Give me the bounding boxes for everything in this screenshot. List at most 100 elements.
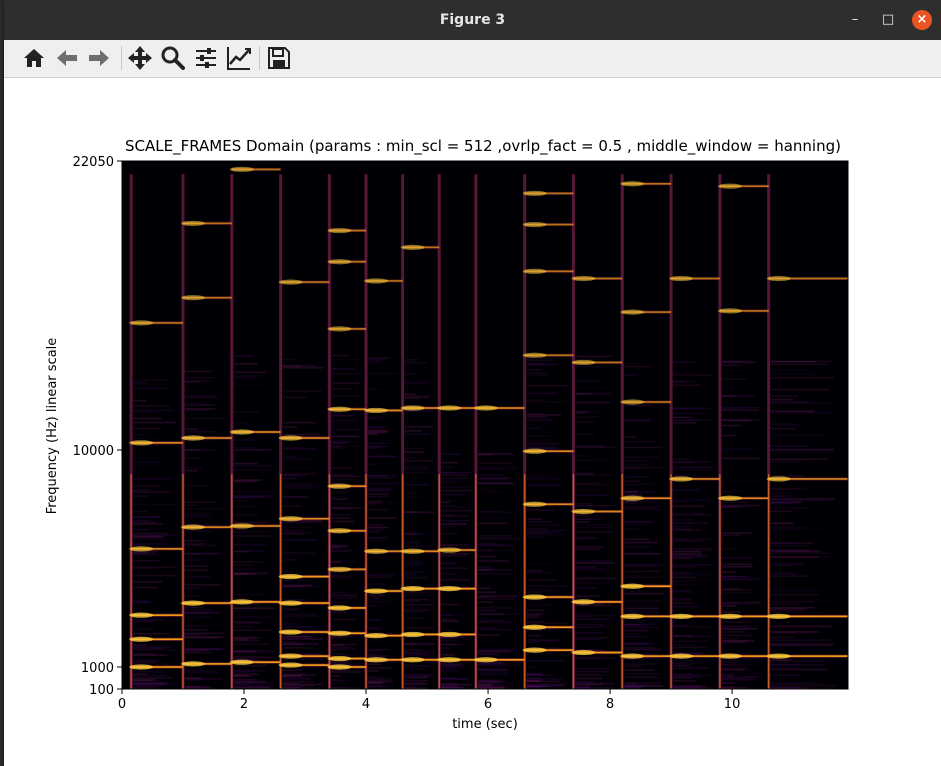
spectrogram-noise-mark [133, 646, 171, 648]
spectrogram-noise-mark [368, 537, 389, 539]
spectrogram-noise-mark [673, 573, 714, 576]
spectrogram-noise-mark [133, 379, 167, 381]
spectrogram-noise-mark [721, 591, 755, 594]
pan-button[interactable] [126, 44, 154, 72]
spectrogram-noise-mark [624, 687, 642, 690]
spectrogram-noise-mark [282, 477, 296, 480]
spectrogram-noise-mark [233, 497, 254, 500]
spectrogram-noise-mark [233, 561, 263, 563]
spectrogram-noise-mark [624, 642, 651, 645]
spectrogram-noise-mark [770, 542, 794, 544]
spectrogram-noise-mark [575, 412, 590, 415]
spectrogram-noise-mark [368, 667, 392, 669]
save-button[interactable] [265, 44, 293, 72]
forward-button[interactable] [85, 44, 113, 72]
spectrogram-noise-mark [133, 566, 176, 568]
spectrogram-noise-mark [282, 485, 321, 488]
spectrogram-noise-mark [368, 594, 384, 597]
spectrogram-noise-mark [404, 560, 421, 562]
spectrogram-noise-mark [441, 523, 468, 525]
spectrogram-noise-mark [133, 534, 175, 537]
harmonic-line-peak [280, 575, 330, 578]
spectrogram-noise-mark [233, 371, 267, 374]
maximize-button[interactable]: □ [881, 12, 895, 27]
spectrogram-noise-mark [673, 572, 691, 574]
spectrogram-noise-mark [404, 410, 417, 412]
spectrogram-noise-mark [133, 381, 148, 384]
spectrogram-noise-mark [721, 682, 735, 684]
spectrogram-noise-mark [721, 434, 737, 437]
harmonic-line-peak [524, 223, 574, 226]
spectrogram-noise-mark [624, 658, 646, 660]
harmonic-onset-glow [437, 405, 462, 411]
spectrogram-noise-mark [526, 448, 557, 450]
spectrogram-noise-mark [368, 528, 384, 531]
spectrogram-noise-mark [441, 510, 472, 512]
window-titlebar[interactable]: Figure 3 – □ × [4, 0, 941, 40]
back-button[interactable] [53, 44, 81, 72]
spectrogram-noise-mark [441, 481, 459, 483]
spectrogram-noise-mark [624, 490, 638, 493]
spectrogram-noise-mark [477, 668, 507, 670]
spectrogram-noise-mark [441, 678, 467, 681]
spectrogram-noise-mark [185, 514, 208, 517]
zoom-button[interactable] [159, 44, 187, 72]
harmonic-onset-glow [717, 613, 742, 619]
onset-stripe [327, 174, 331, 690]
spectrogram-noise-mark [185, 449, 218, 452]
spectrogram-noise-mark [404, 425, 433, 428]
spectrogram-noise-mark [624, 576, 665, 579]
spectrogram-noise-mark [185, 670, 217, 673]
spectrogram-noise-mark [368, 445, 381, 448]
spectrogram-noise-mark [721, 672, 763, 675]
spectrogram-noise-mark [673, 361, 695, 363]
spectrogram-noise-mark [575, 358, 603, 361]
edit-axis-button[interactable] [225, 44, 253, 72]
spectrogram-noise-mark [133, 405, 171, 407]
spectrogram-noise-mark [477, 613, 505, 616]
figure-canvas[interactable]: 0 2 4 6 8 10 100 1000 10000 22050 SCALE_FRAMES D… [4, 78, 941, 766]
harmonic-line-peak [183, 222, 232, 225]
spectrogram-noise-mark [404, 683, 427, 685]
spectrogram-noise-mark [233, 362, 258, 365]
spectrogram-noise-mark [331, 671, 363, 673]
spectrogram-noise-mark [624, 491, 638, 493]
spectrogram-noise-mark [331, 576, 351, 579]
harmonic-onset-glow [620, 399, 645, 405]
spectrogram-noise-mark [526, 639, 562, 641]
spectrogram-noise-mark [368, 531, 381, 533]
spectrogram-noise-mark [477, 544, 502, 546]
spectrogram-noise-mark [282, 687, 318, 690]
spectrogram-noise-mark [526, 528, 548, 530]
spectrogram-noise-mark [331, 675, 342, 677]
configure-subplots-button[interactable] [192, 44, 220, 72]
spectrogram-noise-mark [624, 592, 665, 595]
spectrogram-noise-mark [282, 396, 307, 399]
harmonic-onset-glow [278, 629, 303, 635]
spectrogram-noise-mark [721, 557, 751, 559]
spectrogram-noise-mark [624, 456, 661, 459]
spectrogram-noise-mark [575, 472, 594, 475]
spectrogram-noise-mark [673, 485, 689, 488]
spectrogram-noise-mark [721, 674, 735, 676]
spectrogram-noise-mark [673, 687, 711, 689]
spectrogram-noise-mark [526, 374, 550, 376]
spectrogram-noise-mark [526, 683, 567, 686]
spectrogram-noise-mark [185, 417, 225, 420]
spectrogram-noise-mark [233, 464, 273, 467]
harmonic-onset-glow [669, 275, 694, 282]
spectrogram-noise-mark [673, 646, 708, 649]
spectrogram-noise-mark [441, 599, 455, 602]
harmonic-onset-glow [364, 407, 389, 414]
home-button[interactable] [20, 44, 48, 72]
onset-stripe [620, 174, 624, 690]
minimize-button[interactable]: – [851, 12, 859, 27]
spectrogram-noise-mark [185, 606, 205, 609]
spectrogram-noise-mark [673, 635, 694, 637]
spectrogram-noise-mark [404, 674, 430, 676]
spectrogram-noise-mark [624, 684, 648, 687]
spectrogram-noise-mark [185, 648, 226, 651]
close-button[interactable]: × [912, 10, 932, 30]
spectrogram-noise-mark [575, 467, 595, 470]
spectrogram-noise-mark [404, 511, 429, 513]
